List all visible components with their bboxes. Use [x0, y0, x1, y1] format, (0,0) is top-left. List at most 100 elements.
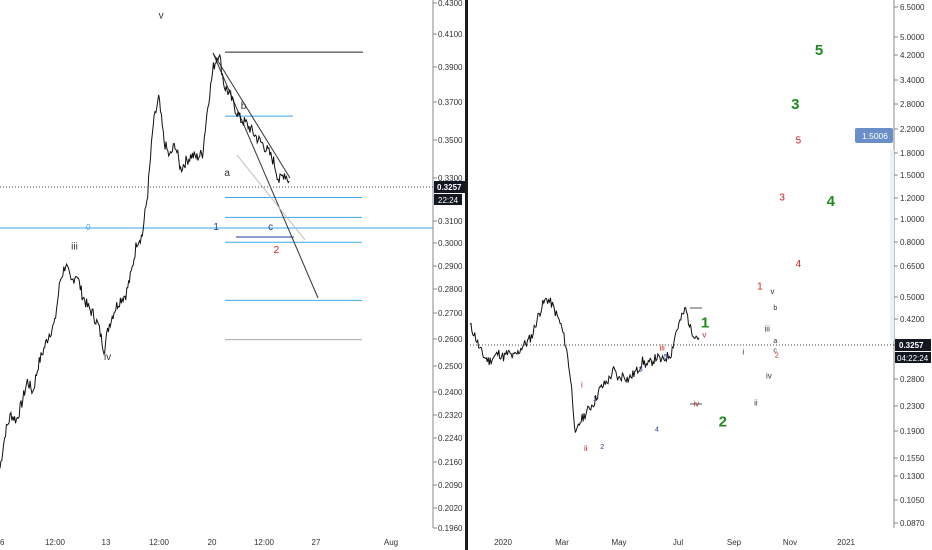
right-y-tick-label: 2.8000: [900, 100, 925, 109]
right-price-badge: [895, 339, 931, 351]
left-x-tick-label: 12:00: [254, 538, 275, 547]
right-y-tick-label: 3.4000: [900, 76, 925, 85]
left-chart-pane[interactable]: v iii iv b a 1 c 2 0.4300 0.4100 0.3900 0.3700 0.35…: [0, 0, 466, 547]
left-y-tick-label: 0.2900: [438, 262, 463, 271]
right-y-tick-label: 1.0000: [900, 215, 925, 224]
pane-divider[interactable]: [465, 0, 468, 550]
left-y-tick-label: 0.2160: [438, 458, 463, 467]
left-x-tick-label: 13: [102, 538, 111, 547]
right-y-tick-label: 2.2000: [900, 125, 925, 134]
right-y-tick-label: 0.0870: [900, 519, 925, 528]
right-wave-label: ii: [754, 398, 758, 407]
right-wave-label: iii: [659, 344, 665, 353]
right-x-tick-label: Nov: [783, 538, 797, 547]
right-time-axis[interactable]: 2020 Mar May Jul Sep Nov 2021: [494, 538, 855, 547]
right-wave-label: 1: [593, 396, 597, 403]
right-x-tick-label: 2021: [837, 538, 855, 547]
left-y-tick-label: 0.2800: [438, 285, 463, 294]
left-y-tick-label: 0.3900: [438, 63, 463, 72]
right-wave-label: v: [702, 331, 706, 340]
right-y-tick-label: 0.1300: [900, 472, 925, 481]
left-wave-label: c: [268, 222, 273, 233]
left-x-tick-label: 12:00: [45, 538, 66, 547]
left-y-tick-label: 0.1960: [438, 524, 463, 533]
right-wave-label: 1: [757, 282, 763, 293]
fib-zero-label: 0: [86, 223, 91, 232]
target-price-badge: [855, 128, 893, 143]
right-y-tick-label: 1.2000: [900, 194, 925, 203]
target-price-text: 1.5006: [862, 131, 888, 141]
left-y-tick-label: 0.3000: [438, 239, 463, 248]
right-y-tick-label: 0.1050: [900, 496, 925, 505]
left-wave-label: iv: [104, 352, 111, 363]
left-y-tick-label: 0.4100: [438, 30, 463, 39]
left-countdown-text: 22:24: [438, 196, 459, 205]
left-x-tick-label: Aug: [384, 538, 398, 547]
right-wave-label: 4: [655, 426, 659, 433]
right-x-tick-label: Sep: [727, 538, 742, 547]
right-wave-label: 4: [827, 193, 836, 210]
right-y-tick-label: 0.4200: [900, 315, 925, 324]
right-wave-label: i: [581, 380, 583, 389]
right-wave-label: iii: [765, 324, 771, 333]
left-price-axis[interactable]: 0.4300 0.4100 0.3900 0.3700 0.3500 0.3300 0.31…: [433, 0, 463, 533]
right-price-series: [469, 297, 700, 433]
right-countdown-text: 04:22:24: [897, 354, 929, 363]
left-y-tick-label: 0.2240: [438, 434, 463, 443]
right-y-tick-label: 0.1900: [900, 427, 925, 436]
right-wave-label: 4: [796, 259, 802, 270]
right-wave-label: 1: [701, 314, 709, 331]
right-y-tick-label: 1.8000: [900, 149, 925, 158]
right-x-tick-label: Jul: [673, 538, 683, 547]
left-y-tick-label: 0.3300: [438, 174, 463, 183]
right-wave-label: 3: [779, 192, 785, 203]
left-wave-label: 1: [213, 222, 219, 233]
right-wave-label: 2: [775, 353, 779, 360]
left-wave-label: 2: [274, 245, 280, 256]
right-x-tick-label: Mar: [555, 538, 569, 547]
left-wave-label: b: [241, 101, 247, 112]
right-y-tick-label: 0.2300: [900, 402, 925, 411]
right-wave-label: b: [773, 305, 777, 312]
left-y-tick-label: 0.4300: [438, 0, 463, 8]
right-target-zone: [890, 150, 894, 340]
left-y-tick-label: 0.2020: [438, 504, 463, 513]
left-y-tick-label: 0.2700: [438, 309, 463, 318]
right-y-tick-label: 0.6500: [900, 262, 925, 271]
right-wave-label: i: [742, 347, 744, 356]
right-wave-label: a: [773, 338, 777, 345]
left-wave-labels: v iii iv b a 1 c 2: [71, 10, 279, 363]
left-horizontal-levels: [0, 51, 433, 341]
left-y-tick-label: 0.2600: [438, 335, 463, 344]
right-y-tick-label: 4.2000: [900, 51, 925, 60]
left-y-tick-label: 0.2090: [438, 481, 463, 490]
left-price-badge: [434, 181, 466, 193]
right-y-tick-label: 5.0000: [900, 33, 925, 42]
right-wave-label: 2: [600, 444, 604, 451]
left-y-tick-label: 0.3100: [438, 217, 463, 226]
right-y-tick-label: 0.2800: [900, 375, 925, 384]
right-price-badge-text: 0.3257: [899, 341, 924, 350]
right-x-tick-label: 2020: [494, 538, 512, 547]
left-wave-label: a: [224, 168, 230, 179]
left-x-tick-label: 20: [208, 538, 217, 547]
right-wave-label: 5: [796, 135, 802, 146]
right-y-tick-label: 0.5000: [900, 293, 925, 302]
left-x-tick-label: 27: [312, 538, 321, 547]
right-price-axis[interactable]: 6.5000 5.0000 4.2000 3.4000 2.8000 2.2000 1.80…: [894, 3, 925, 528]
right-wave-label: 5: [664, 354, 668, 361]
right-wave-label: 3: [639, 367, 643, 374]
left-y-tick-label: 0.2500: [438, 362, 463, 371]
right-wave-label: 3: [791, 96, 799, 113]
left-time-axis[interactable]: 6 12:00 13 12:00 20 12:00 27 Aug: [0, 538, 398, 547]
right-wave-label: 2: [719, 414, 727, 431]
left-y-tick-label: 0.2320: [438, 411, 463, 420]
right-y-tick-label: 0.1550: [900, 454, 925, 463]
left-wave-label: iii: [71, 242, 78, 253]
right-y-tick-label: 0.8000: [900, 238, 925, 247]
right-wave-label: c: [773, 348, 777, 355]
left-price-series: [0, 53, 290, 469]
left-y-tick-label: 0.3700: [438, 98, 463, 107]
